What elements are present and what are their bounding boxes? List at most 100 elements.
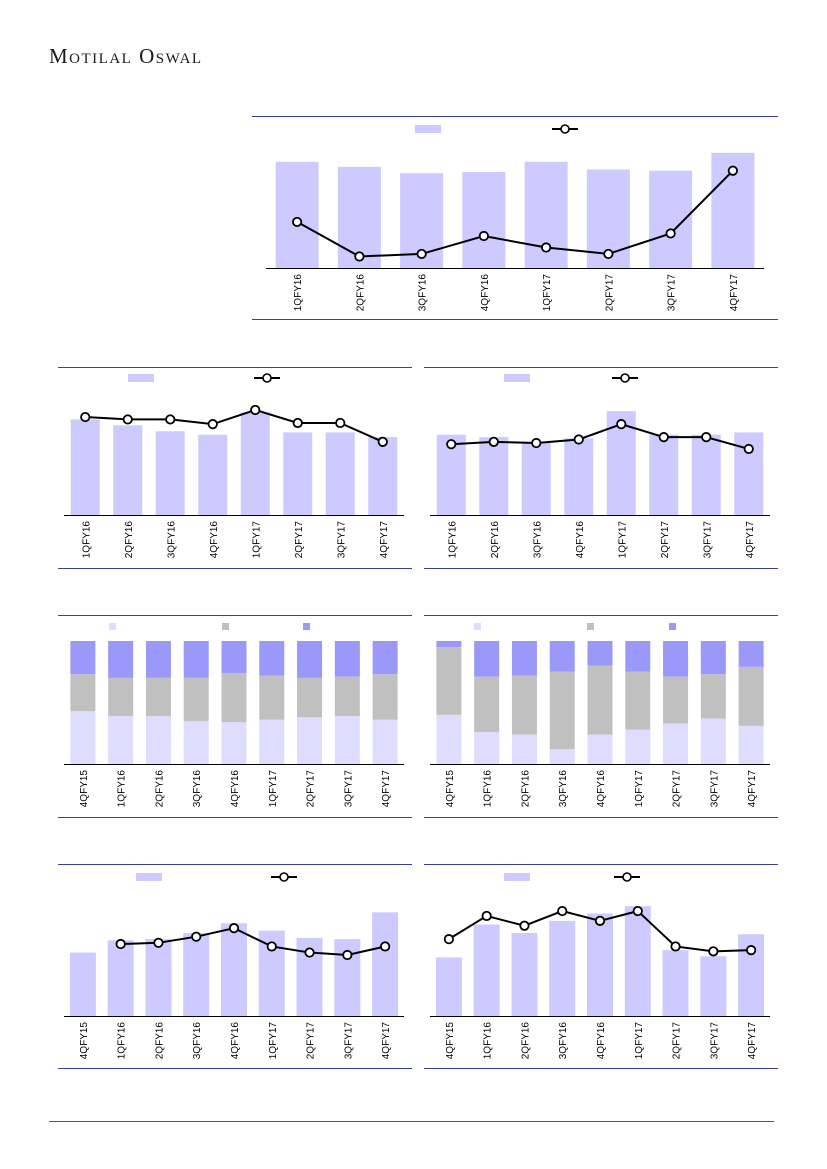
bar bbox=[240, 412, 270, 515]
line-point bbox=[380, 941, 391, 952]
x-tick-label: 1QFY17 bbox=[634, 770, 645, 808]
stack-segment-1 bbox=[372, 719, 398, 764]
stack-segment-2 bbox=[738, 666, 764, 726]
series-line bbox=[296, 170, 734, 258]
line-point bbox=[708, 946, 719, 957]
x-tick-label: 4QFY17 bbox=[747, 1022, 758, 1060]
stack-segment-2 bbox=[145, 677, 171, 717]
stack-segment-2 bbox=[625, 671, 651, 730]
x-tick-label: 4QFY15 bbox=[79, 770, 90, 808]
x-tick-label: 3QFY16 bbox=[558, 770, 569, 808]
stack-segment-2 bbox=[372, 674, 398, 720]
x-tick-label: 2QFY16 bbox=[355, 274, 366, 312]
bar bbox=[700, 956, 727, 1016]
line-point bbox=[122, 414, 133, 425]
x-tick-label: 2QFY16 bbox=[124, 521, 135, 559]
x-tick-label: 2QFY17 bbox=[604, 274, 615, 312]
stack-segment-2 bbox=[183, 677, 209, 721]
line-point bbox=[80, 411, 91, 423]
stack-segment-3 bbox=[297, 641, 323, 678]
legend-bar-swatch bbox=[504, 873, 530, 881]
line-point bbox=[632, 905, 643, 917]
bar bbox=[70, 419, 100, 515]
stack-segment-1 bbox=[511, 734, 537, 764]
x-tick-label: 2QFY17 bbox=[660, 521, 671, 559]
series-line bbox=[451, 423, 750, 450]
stack-segment-1 bbox=[183, 720, 209, 764]
bar bbox=[198, 434, 228, 515]
line-point bbox=[250, 404, 261, 416]
x-tick-label: 4QFY16 bbox=[596, 770, 607, 808]
line-point bbox=[165, 414, 176, 425]
x-tick-label: 4QFY17 bbox=[381, 1022, 392, 1060]
stack-segment-1 bbox=[297, 717, 323, 764]
line-point bbox=[557, 905, 568, 917]
x-tick-label: 4QFY15 bbox=[445, 770, 456, 808]
bar bbox=[155, 431, 185, 515]
bar bbox=[624, 906, 651, 1016]
stack-segment-2 bbox=[70, 674, 96, 712]
stack-segment-3 bbox=[738, 641, 764, 667]
stack-segment-2 bbox=[108, 677, 134, 717]
x-tick-label: 4QFY16 bbox=[480, 274, 491, 312]
x-tick-label: 1QFY17 bbox=[617, 521, 628, 559]
line-point bbox=[746, 945, 757, 956]
x-tick-label: 3QFY16 bbox=[192, 770, 203, 808]
legend-bar-swatch bbox=[128, 374, 154, 382]
legend-swatch-1 bbox=[474, 623, 481, 630]
legend-swatch-3 bbox=[303, 623, 310, 630]
x-tick-label: 3QFY17 bbox=[709, 770, 720, 808]
legend-line-marker bbox=[622, 872, 632, 882]
stack-segment-2 bbox=[259, 675, 285, 720]
stack-segment-2 bbox=[663, 676, 689, 724]
line-point bbox=[335, 417, 346, 429]
x-tick-label: 3QFY16 bbox=[558, 1022, 569, 1060]
bar bbox=[107, 940, 134, 1016]
line-point bbox=[207, 419, 218, 430]
x-tick-label: 4QFY17 bbox=[381, 770, 392, 808]
x-tick-label: 4QFY16 bbox=[575, 521, 586, 559]
x-tick-label: 4QFY16 bbox=[209, 521, 220, 559]
bar bbox=[649, 434, 679, 515]
bar bbox=[473, 924, 500, 1016]
x-tick-label: 4QFY15 bbox=[79, 1022, 90, 1060]
stack-segment-2 bbox=[700, 674, 726, 719]
line-point bbox=[377, 436, 388, 447]
line-point bbox=[481, 910, 492, 922]
bar bbox=[372, 912, 399, 1016]
bar bbox=[521, 441, 551, 515]
stack-segment-3 bbox=[259, 641, 285, 676]
stack-segment-1 bbox=[259, 719, 285, 764]
bar bbox=[662, 950, 689, 1016]
chart-panel-4: 4QFY15 1QFY16 2QFY16 3QFY16 4QFY16 1QFY17 2QFY… bbox=[58, 615, 412, 818]
x-tick-label: 1QFY16 bbox=[293, 274, 304, 312]
x-tick-label: 3QFY17 bbox=[702, 521, 713, 559]
x-tick-label: 4QFY16 bbox=[230, 770, 241, 808]
legend-swatch-2 bbox=[222, 623, 229, 630]
line-point bbox=[531, 437, 542, 449]
x-tick-label: 3QFY16 bbox=[418, 274, 429, 312]
legend-bar-swatch bbox=[415, 125, 441, 133]
x-tick-label: 3QFY16 bbox=[532, 521, 543, 559]
legend-line-marker bbox=[560, 124, 570, 134]
bar bbox=[549, 920, 576, 1016]
stack-segment-3 bbox=[145, 641, 171, 678]
line-point bbox=[304, 947, 315, 958]
stack-segment-1 bbox=[221, 722, 247, 764]
x-tick-label: 2QFY17 bbox=[306, 770, 317, 808]
stack-segment-3 bbox=[663, 641, 689, 677]
stack-segment-3 bbox=[221, 641, 247, 673]
stack-segment-1 bbox=[436, 714, 462, 764]
chart-panel-5: 4QFY15 1QFY16 2QFY16 3QFY16 4QFY16 1QFY17 2QFY… bbox=[424, 615, 778, 818]
stack-segment-2 bbox=[587, 665, 613, 735]
chart-panel-3: 1QFY16 2QFY16 3QFY16 4QFY16 1QFY17 2QFY17 3QFY… bbox=[424, 367, 778, 569]
x-tick-label: 1QFY16 bbox=[447, 521, 458, 559]
line-point bbox=[354, 251, 365, 262]
bar bbox=[462, 172, 506, 268]
line-point bbox=[191, 931, 202, 942]
x-tick-label: 1QFY17 bbox=[268, 1022, 279, 1060]
stack-segment-2 bbox=[436, 647, 462, 715]
line-point bbox=[519, 920, 530, 931]
line-point bbox=[416, 248, 427, 260]
bar bbox=[511, 933, 538, 1016]
